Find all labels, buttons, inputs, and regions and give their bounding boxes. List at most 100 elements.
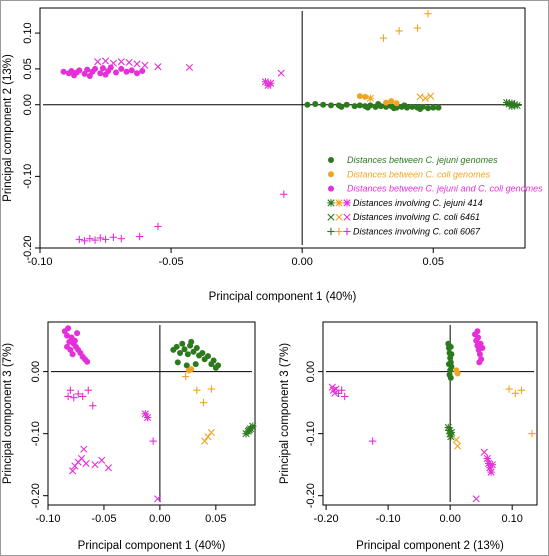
data-point: [483, 454, 492, 463]
data-point: [64, 392, 72, 401]
y-axis-label: Principal component 2 (13%): [2, 54, 14, 202]
data-point: [113, 69, 120, 76]
data-point: [508, 102, 516, 110]
data-point: [188, 366, 195, 373]
series-mixed-x: [69, 445, 162, 503]
data-point: [409, 103, 416, 110]
data-point: [84, 358, 91, 365]
data-point: [60, 68, 67, 75]
data-point: [475, 334, 482, 341]
legend-label: Distances between C. jejuni and C. coli …: [347, 184, 543, 194]
data-point: [71, 72, 78, 79]
series-mixed-star: [141, 410, 152, 422]
data-point: [487, 468, 495, 476]
series-coli-x: [452, 436, 462, 450]
data-point: [76, 67, 83, 74]
y-tick-label: -0.10: [305, 421, 317, 446]
data-point: [123, 68, 130, 75]
data-point: [101, 235, 110, 244]
x-tick-label: 0.00: [149, 513, 170, 525]
x-tick-label: 0.00: [439, 513, 460, 525]
data-point: [338, 103, 345, 110]
data-point: [425, 105, 431, 112]
data-point: [320, 101, 327, 108]
panel-bottom-left: -0.10 -0.05 0.00 0.05 -0.20 -0.10 0.00 Principa…: [2, 321, 257, 552]
data-point: [245, 426, 254, 434]
data-point: [427, 92, 435, 100]
y-tick-label: -0.10: [22, 164, 34, 189]
data-point: [417, 106, 424, 113]
data-point: [188, 338, 195, 345]
x-tick-label: -0.10: [35, 513, 60, 525]
data-point: [343, 101, 350, 108]
data-point: [511, 389, 519, 398]
data-point: [117, 234, 125, 243]
series-mixed-plus: [334, 386, 377, 445]
data-point: [199, 350, 206, 357]
data-point: [66, 386, 75, 394]
y-tick-label: -0.20: [305, 483, 317, 508]
legend-marker: [328, 157, 334, 163]
data-point: [416, 93, 424, 101]
series-jejuni-dot: [170, 338, 222, 371]
data-point: [331, 389, 339, 397]
series-mixed-dot: [61, 325, 91, 365]
y-tick-label: -0.20: [22, 235, 34, 260]
data-point: [395, 27, 403, 35]
x-tick-label: -0.20: [314, 513, 339, 525]
data-point: [74, 390, 82, 398]
data-point: [447, 343, 454, 350]
series-mixed-plus: [75, 190, 288, 245]
series-coli-x: [201, 428, 215, 445]
series-mixed-dot: [60, 64, 146, 80]
data-point: [312, 101, 319, 107]
x-tick-label: 0.10: [501, 513, 522, 525]
series-mixed-dot: [471, 328, 486, 366]
legend-label: Distances involving C. jejuni 414: [353, 198, 483, 208]
data-point: [141, 61, 149, 69]
data-point: [91, 236, 99, 244]
y-tick-label: 0.10: [22, 22, 34, 43]
data-point: [328, 102, 334, 109]
legend-marker: [335, 227, 343, 236]
data-point: [185, 63, 194, 72]
y-axis-label: Principal component 3 (7%): [2, 343, 14, 484]
data-point: [401, 102, 408, 109]
data-point: [421, 94, 429, 102]
data-point: [179, 340, 186, 347]
data-point: [383, 103, 390, 110]
data-point: [134, 70, 140, 77]
data-point: [183, 362, 190, 369]
data-point: [356, 93, 363, 100]
data-point: [69, 467, 77, 475]
data-point: [75, 235, 84, 244]
y-tick-label: -0.10: [30, 421, 42, 446]
data-point: [139, 68, 146, 75]
legend-marker: [328, 171, 334, 178]
y-tick-label: -0.20: [30, 483, 42, 508]
data-point: [362, 93, 369, 100]
y-axis-label: Principal component 3 (7%): [279, 343, 291, 484]
legend-label: Distances involving C. coli 6461: [353, 212, 480, 222]
data-point: [474, 328, 481, 335]
data-point: [109, 59, 117, 67]
legend-marker: [328, 185, 334, 192]
series-coli-plus: [505, 385, 536, 438]
data-point: [452, 436, 460, 444]
data-point: [388, 98, 395, 105]
legend-marker: [327, 199, 335, 207]
legend-marker: [335, 213, 343, 221]
legend-marker: [343, 213, 351, 221]
data-point: [97, 70, 104, 77]
data-point: [70, 393, 78, 402]
data-point: [454, 370, 461, 377]
data-point: [181, 372, 190, 381]
data-point: [177, 350, 184, 357]
data-point: [207, 428, 215, 437]
data-point: [454, 442, 462, 450]
legend-label: Distances between C. jejuni genomes: [347, 155, 498, 165]
data-point: [181, 346, 188, 353]
data-point: [479, 345, 486, 352]
series-coli-dot: [185, 366, 195, 374]
